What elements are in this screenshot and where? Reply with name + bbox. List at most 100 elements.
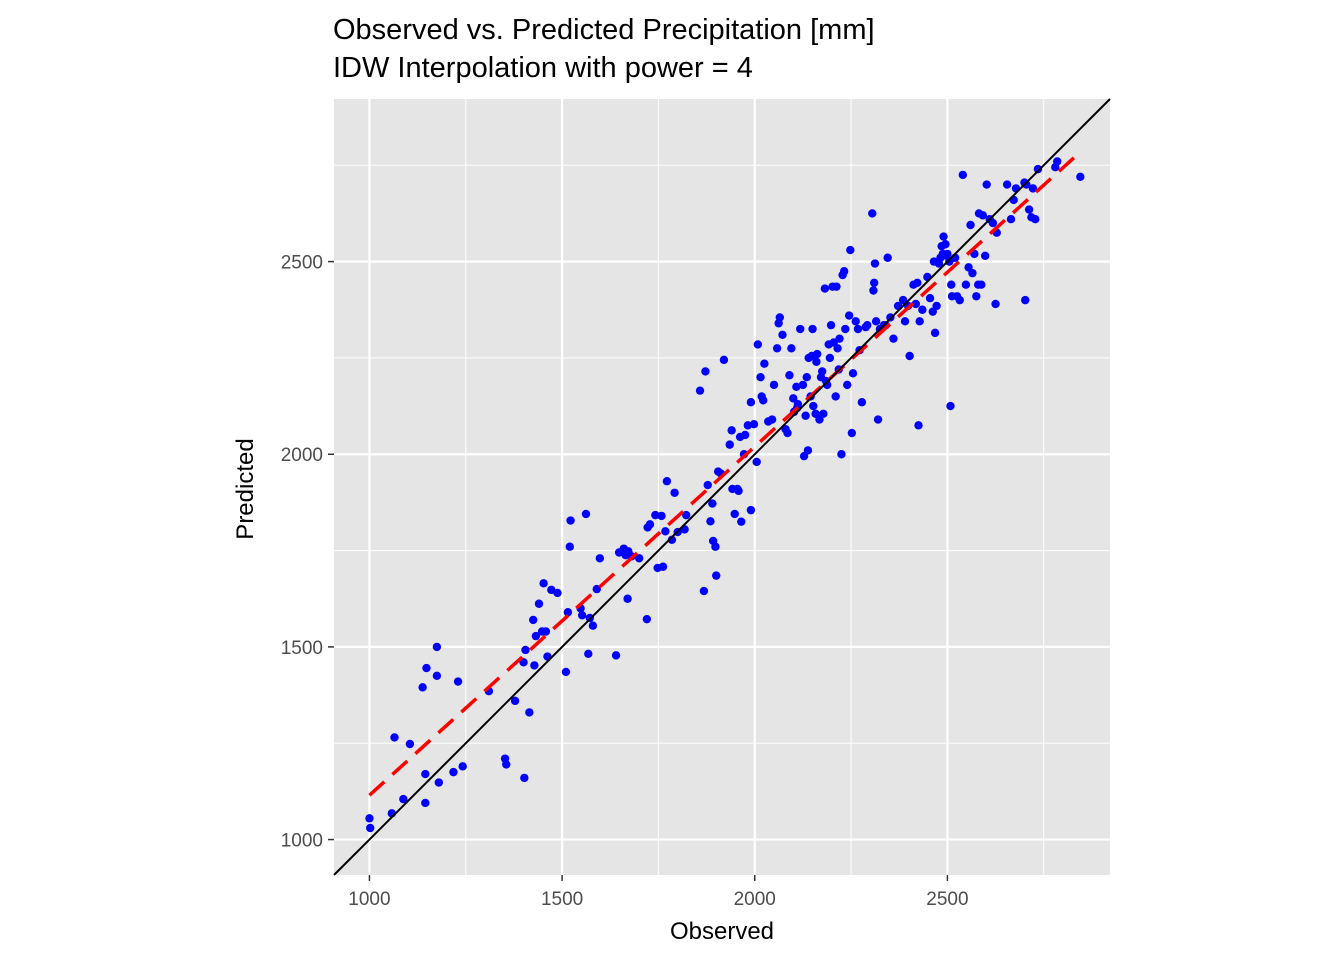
data-point [809, 401, 818, 411]
data-point [1028, 184, 1038, 193]
data-point [711, 542, 720, 551]
data-point [798, 380, 808, 390]
data-point [708, 499, 717, 508]
data-point [978, 211, 988, 220]
data-point [988, 218, 998, 228]
data-point [843, 380, 852, 390]
data-point [775, 313, 784, 322]
data-point [883, 253, 892, 262]
data-point [727, 426, 736, 435]
data-point [787, 344, 796, 353]
data-point [932, 301, 941, 311]
chart-subtitle: IDW Interpolation with power = 4 [333, 52, 753, 84]
data-point [783, 428, 792, 438]
data-point [405, 739, 415, 749]
fit-line-dashed [368, 152, 1080, 797]
data-point [1024, 205, 1034, 214]
data-point [905, 351, 914, 361]
data-point [746, 398, 756, 407]
data-point [592, 584, 601, 594]
x-tick-label: 1000 [348, 889, 390, 910]
data-point [946, 401, 955, 411]
data-point [534, 599, 544, 608]
data-point [796, 324, 805, 334]
data-point [825, 353, 835, 363]
data-point [1031, 215, 1040, 224]
data-point [870, 259, 880, 268]
data-point [719, 355, 729, 365]
data-point [841, 324, 850, 334]
data-point [421, 798, 430, 808]
data-point [847, 428, 857, 438]
data-point [785, 371, 794, 380]
data-point [820, 284, 830, 293]
data-point [943, 249, 952, 259]
data-point [915, 317, 924, 326]
data-point [449, 767, 458, 777]
data-point [553, 588, 562, 598]
data-point [769, 380, 779, 390]
data-point [837, 450, 846, 459]
data-point [661, 527, 670, 536]
data-point [658, 562, 668, 571]
data-point [759, 396, 768, 405]
data-point [972, 292, 981, 301]
data-point [662, 477, 672, 486]
data-point [853, 324, 863, 334]
data-point [868, 209, 877, 218]
data-point [725, 440, 734, 449]
data-point [681, 510, 691, 520]
data-point [863, 320, 872, 330]
data-point [991, 299, 1000, 309]
data-point [421, 769, 430, 779]
data-point [826, 320, 836, 330]
data-point [529, 615, 538, 625]
data-point [925, 294, 935, 303]
data-point [667, 535, 677, 544]
data-point [561, 667, 571, 677]
data-point [844, 311, 854, 320]
data-point [530, 661, 539, 670]
x-axis-ticks: 1000 1500 2000 2500 [348, 875, 969, 910]
data-point [565, 542, 575, 551]
data-point [817, 367, 827, 376]
y-axis-ticks: 1000 1500 2000 2500 [281, 253, 334, 852]
data-point [365, 814, 374, 823]
data-point [955, 295, 964, 305]
data-point [760, 359, 769, 368]
data-point [703, 480, 712, 490]
data-point [835, 334, 844, 343]
data-point [730, 509, 739, 519]
data-point [808, 324, 817, 334]
data-point [577, 611, 587, 620]
y-tick-label: 2000 [281, 445, 323, 466]
data-point [623, 594, 632, 603]
data-point [889, 334, 898, 343]
data-point [857, 398, 867, 407]
data-point [670, 488, 679, 497]
data-point [418, 683, 427, 692]
x-tick-label: 1500 [541, 889, 583, 910]
chart-title: Observed vs. Predicted Precipitation [mm… [333, 14, 875, 46]
data-point [752, 457, 761, 467]
data-point [869, 286, 878, 295]
x-axis-title: Observed [670, 918, 774, 945]
data-point [848, 369, 858, 378]
data-point [510, 696, 520, 706]
data-point [740, 430, 750, 440]
data-point [939, 232, 948, 241]
data-point [930, 328, 940, 338]
data-point [914, 421, 923, 430]
data-point [399, 794, 408, 804]
data-point [911, 299, 921, 309]
data-point [1033, 164, 1043, 174]
data-point [1022, 180, 1031, 189]
data-point [839, 267, 849, 276]
data-point [947, 280, 956, 289]
data-point [584, 649, 593, 659]
data-point [701, 367, 710, 376]
data-point [366, 823, 375, 833]
data-point [706, 517, 715, 526]
data-point [819, 409, 828, 418]
